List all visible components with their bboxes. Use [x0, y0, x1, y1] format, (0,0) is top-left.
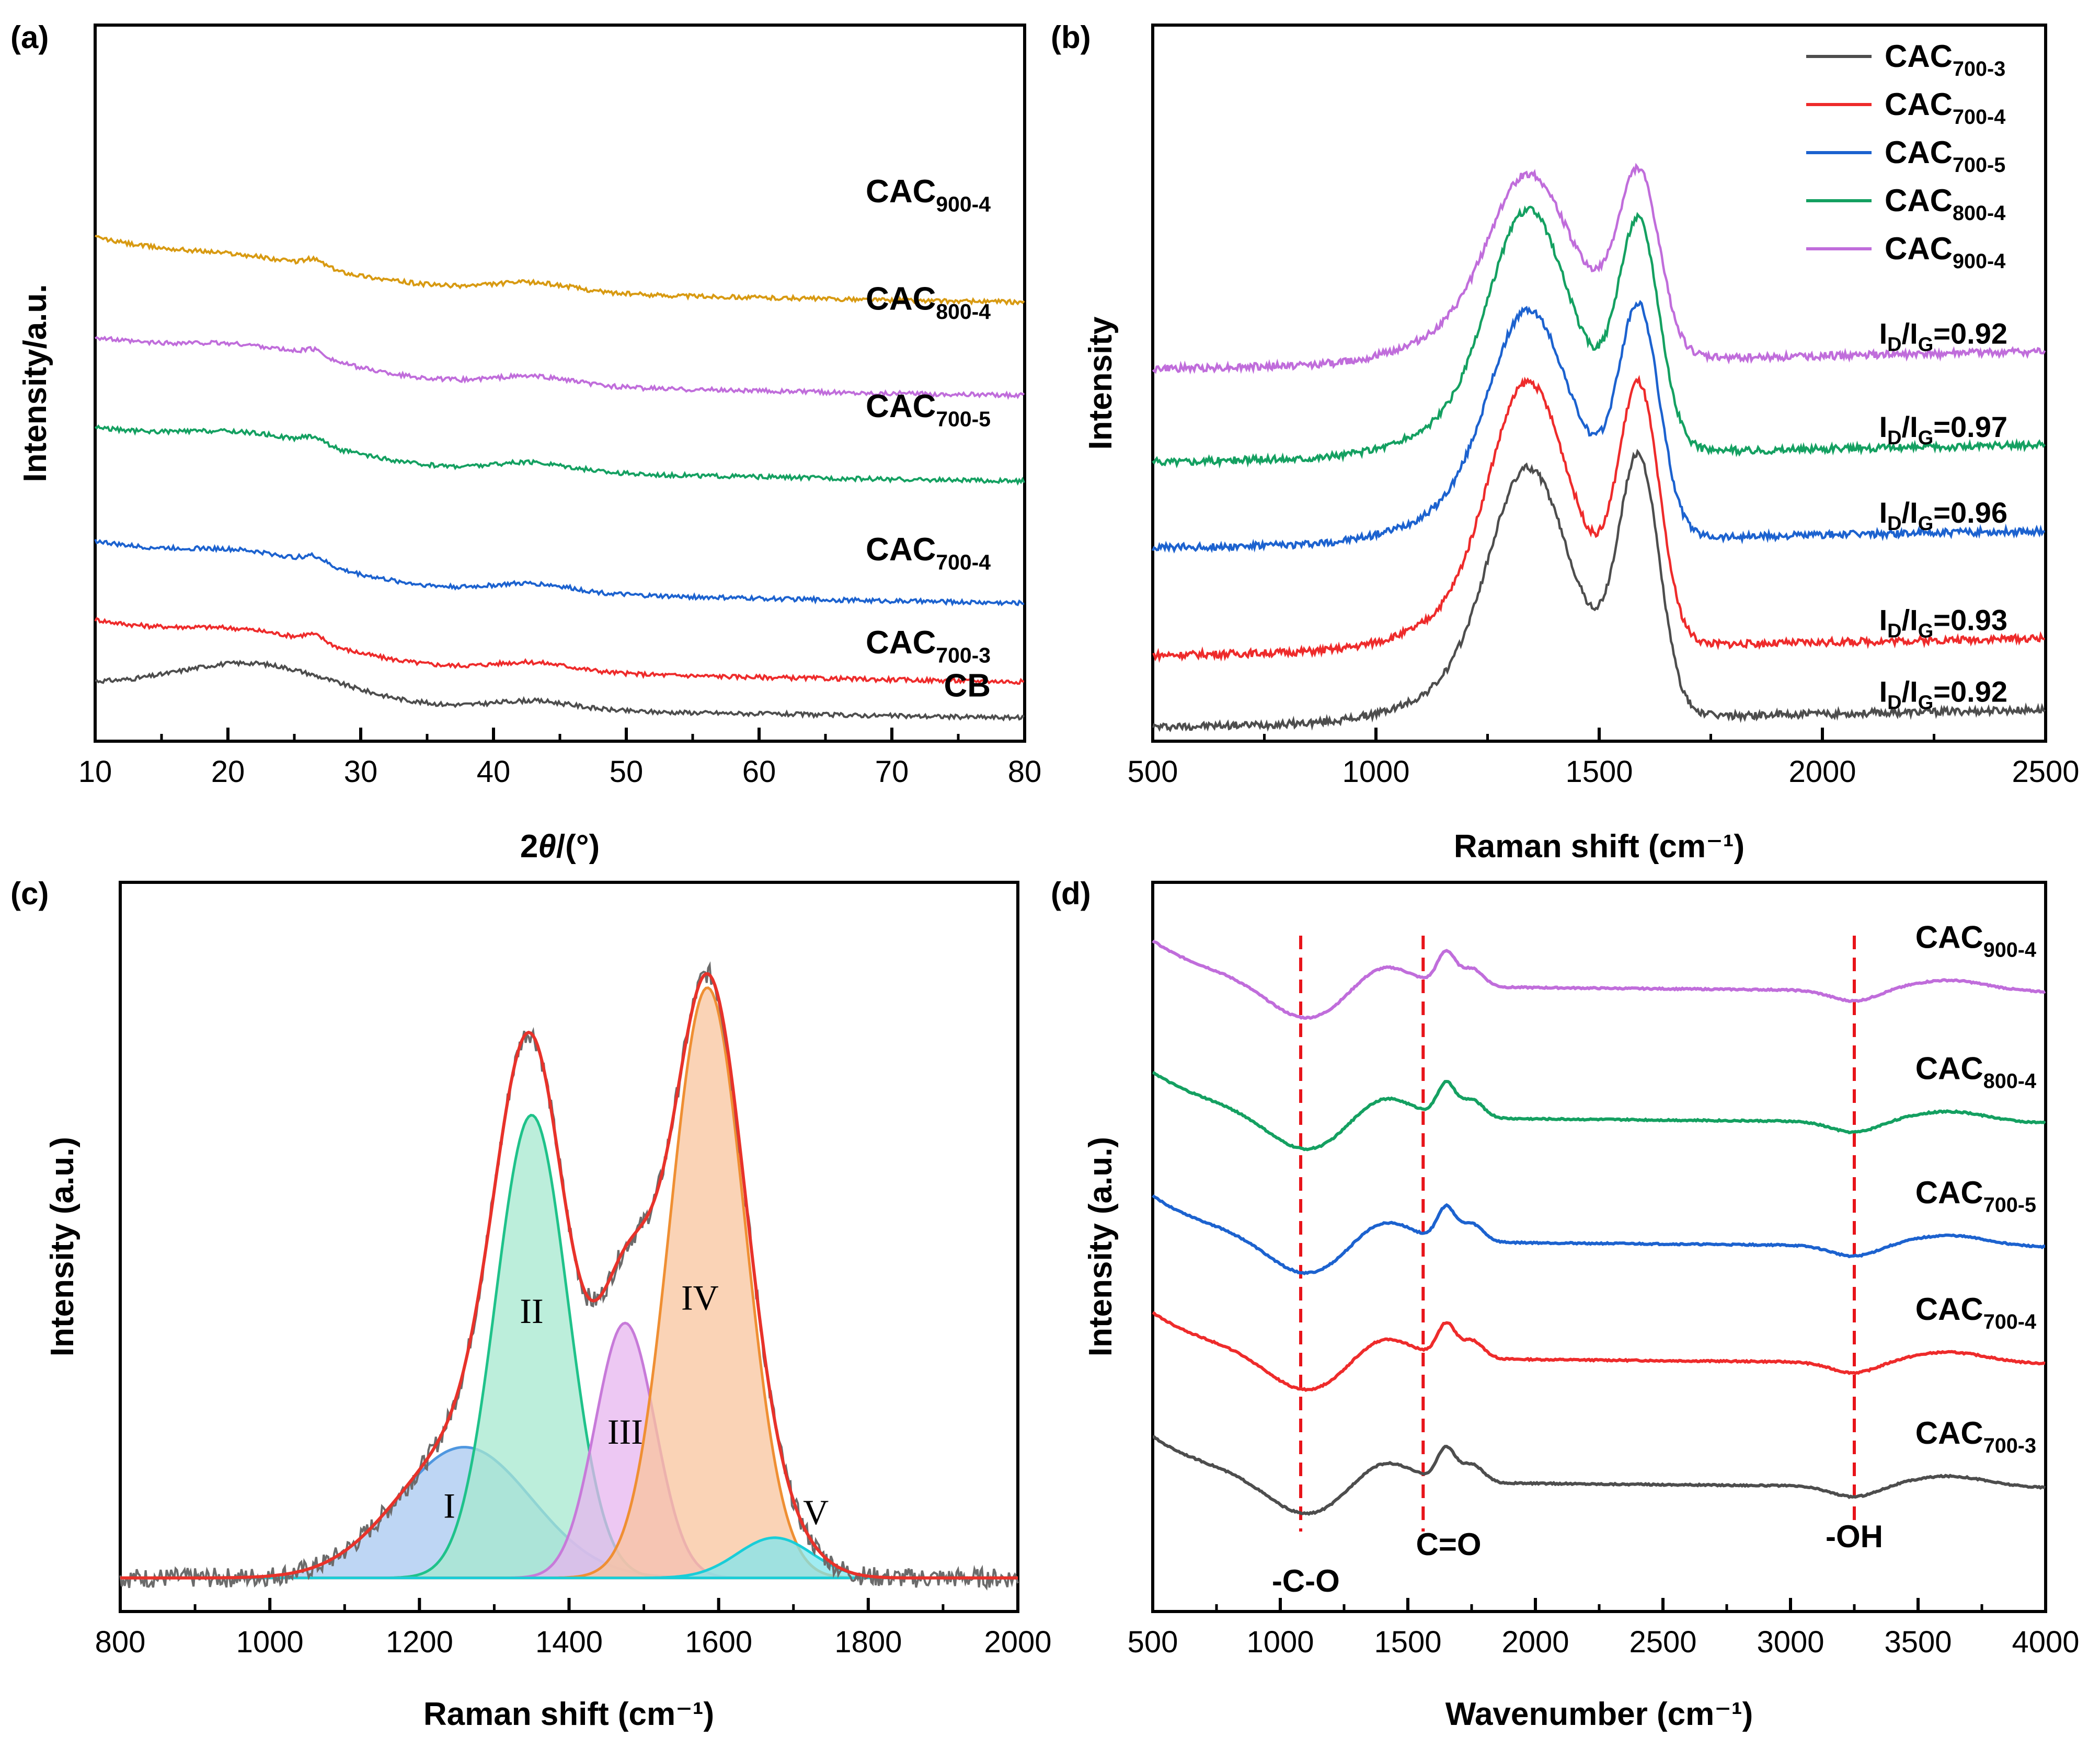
- panel-label-c: (c): [10, 876, 49, 911]
- panel-c-x-tick-label: 1800: [834, 1625, 902, 1659]
- xrd-series-CB: [95, 660, 1025, 722]
- legend-label-CAC700-4: CAC700-4: [1885, 87, 2005, 129]
- panel-c-x-tick-label: 1400: [535, 1625, 603, 1659]
- panel-d-x-tick-label: 1500: [1374, 1625, 1441, 1659]
- panel-a-x-tick-label: 20: [211, 755, 245, 789]
- panel-a-x-label: 2θ/(°): [520, 828, 600, 865]
- xrd-series-CAC700-3: [94, 617, 1025, 685]
- ftir-series-CAC800-4: [1152, 1071, 2046, 1152]
- panel-d-x-label: Wavenumber (cm⁻¹): [1445, 1696, 1753, 1732]
- panel-label-d: (d): [1051, 876, 1091, 911]
- panel-c-x-tick-label: 2000: [984, 1625, 1051, 1659]
- panel-a-x-tick-label: 30: [344, 755, 378, 789]
- ftir-label-CAC700-4: CAC700-4: [1915, 1292, 2036, 1333]
- panel-b-y-label: Intensity: [1083, 316, 1119, 450]
- raman-series-CAC900-4: [1152, 163, 2046, 375]
- panel-d-x-tick-label: 2000: [1501, 1625, 1569, 1659]
- ftir-label-CAC700-3: CAC700-3: [1915, 1415, 2036, 1457]
- xrd-series-CAC800-4: [94, 336, 1025, 400]
- ref-label-0: -C-O: [1272, 1563, 1340, 1598]
- panel-d-x-tick-label: 2500: [1629, 1625, 1696, 1659]
- peak-label-IV: IV: [681, 1277, 719, 1317]
- panel-a-x-tick-label: 80: [1008, 755, 1042, 789]
- ref-label-1: C=O: [1416, 1527, 1482, 1562]
- ftir-series-CAC700-3: [1153, 1435, 2046, 1516]
- panel-b-x-tick-label: 1000: [1342, 755, 1409, 789]
- id-ig-ratio-CAC700-5: ID/IG=0.96: [1879, 496, 2007, 535]
- panel-a-y-label: Intensity/a.u.: [17, 284, 53, 482]
- id-ig-ratio-CAC900-4: ID/IG=0.92: [1879, 317, 2007, 356]
- panel-d-x-tick-label: 1000: [1246, 1625, 1314, 1659]
- panel-d-x-tick-label: 500: [1128, 1625, 1178, 1659]
- panel-label-a: (a): [10, 20, 49, 55]
- xrd-series-CAC700-5: [94, 424, 1025, 486]
- panel-d-x-tick-label: 3500: [1884, 1625, 1952, 1659]
- ftir-label-CAC700-5: CAC700-5: [1915, 1175, 2036, 1217]
- ftir-label-CAC900-4: CAC900-4: [1915, 920, 2036, 962]
- xrd-series-CAC900-4: [94, 234, 1025, 306]
- legend-label-CAC800-4: CAC800-4: [1885, 183, 2005, 225]
- panel-b-x-tick-label: 2500: [2012, 755, 2079, 789]
- legend-label-CAC700-5: CAC700-5: [1885, 135, 2005, 177]
- peak-label-II: II: [520, 1291, 543, 1331]
- panel-d-x-tick-label: 3000: [1757, 1625, 1824, 1659]
- panel-c-x-tick-label: 800: [95, 1625, 146, 1659]
- panel-a-x-tick-label: 70: [875, 755, 909, 789]
- id-ig-ratio-CAC700-3: ID/IG=0.92: [1879, 675, 2007, 714]
- panel-a-x-tick-label: 60: [742, 755, 776, 789]
- panel-d-ftir: -C-O C=O -OH CAC700-3 CAC700-4 CAC700-5 CAC80…: [1083, 881, 2080, 1732]
- legend-label-CAC900-4: CAC900-4: [1885, 231, 2005, 273]
- panel-b-x-label: Raman shift (cm⁻¹): [1454, 828, 1745, 865]
- peak-label-V: V: [803, 1492, 829, 1532]
- panel-c-x-label: Raman shift (cm⁻¹): [423, 1696, 714, 1732]
- panel-b-raman: ID/IG=0.92 ID/IG=0.93 ID/IG=0.96 ID/IG=0.97…: [1083, 24, 2080, 865]
- panel-d-x-tick-label: 4000: [2012, 1625, 2079, 1659]
- xrd-label-CAC900-4: CAC900-4: [866, 174, 991, 216]
- panel-b-x-tick-label: 1500: [1565, 755, 1633, 789]
- xrd-label-CB: CB: [944, 667, 991, 704]
- panel-c-y-label: Intensity (a.u.): [44, 1137, 81, 1356]
- panel-b-x-tick-label: 500: [1128, 755, 1178, 789]
- raman-series-CAC800-4: [1152, 205, 2046, 469]
- peak-label-I: I: [443, 1486, 455, 1525]
- xrd-label-CAC700-3: CAC700-3: [866, 625, 991, 667]
- xrd-label-CAC700-4: CAC700-4: [866, 532, 991, 574]
- panel-a-x-tick-label: 50: [610, 755, 644, 789]
- raman-series-CAC700-3: [1151, 448, 2046, 733]
- id-ig-ratio-CAC800-4: ID/IG=0.97: [1879, 410, 2007, 449]
- cumulative-fit: [120, 972, 1018, 1580]
- legend-label-CAC700-3: CAC700-3: [1885, 39, 2005, 80]
- id-ig-ratio-CAC700-4: ID/IG=0.93: [1879, 604, 2007, 642]
- xrd-series-CAC700-4: [94, 539, 1025, 607]
- panel-label-b: (b): [1051, 20, 1091, 55]
- ftir-series-CAC700-4: [1152, 1311, 2046, 1392]
- panel-a-x-tick-label: 10: [78, 755, 112, 789]
- panel-a-x-tick-label: 40: [477, 755, 511, 789]
- xrd-label-CAC800-4: CAC800-4: [866, 281, 991, 324]
- ref-label-2: -OH: [1826, 1519, 1883, 1554]
- panel-c-x-tick-label: 1600: [685, 1625, 752, 1659]
- panel-b-x-tick-label: 2000: [1788, 755, 1856, 789]
- peak-label-III: III: [607, 1412, 643, 1452]
- ftir-series-CAC700-5: [1152, 1194, 2046, 1275]
- ftir-label-CAC800-4: CAC800-4: [1915, 1051, 2036, 1093]
- panel-d-y-label: Intensity (a.u.): [1083, 1137, 1119, 1356]
- raman-series-CAC700-5: [1151, 300, 2046, 554]
- panel-c-x-tick-label: 1000: [236, 1625, 304, 1659]
- panel-b-legend: CAC700-3 CAC700-4 CAC700-5 CAC800-4 CAC900-4: [1806, 39, 2005, 273]
- raman-series-CAC700-4: [1152, 375, 2045, 663]
- xrd-label-CAC700-5: CAC700-5: [866, 388, 991, 431]
- ftir-series-CAC900-4: [1152, 939, 2046, 1020]
- panel-c-x-tick-label: 1200: [386, 1625, 453, 1659]
